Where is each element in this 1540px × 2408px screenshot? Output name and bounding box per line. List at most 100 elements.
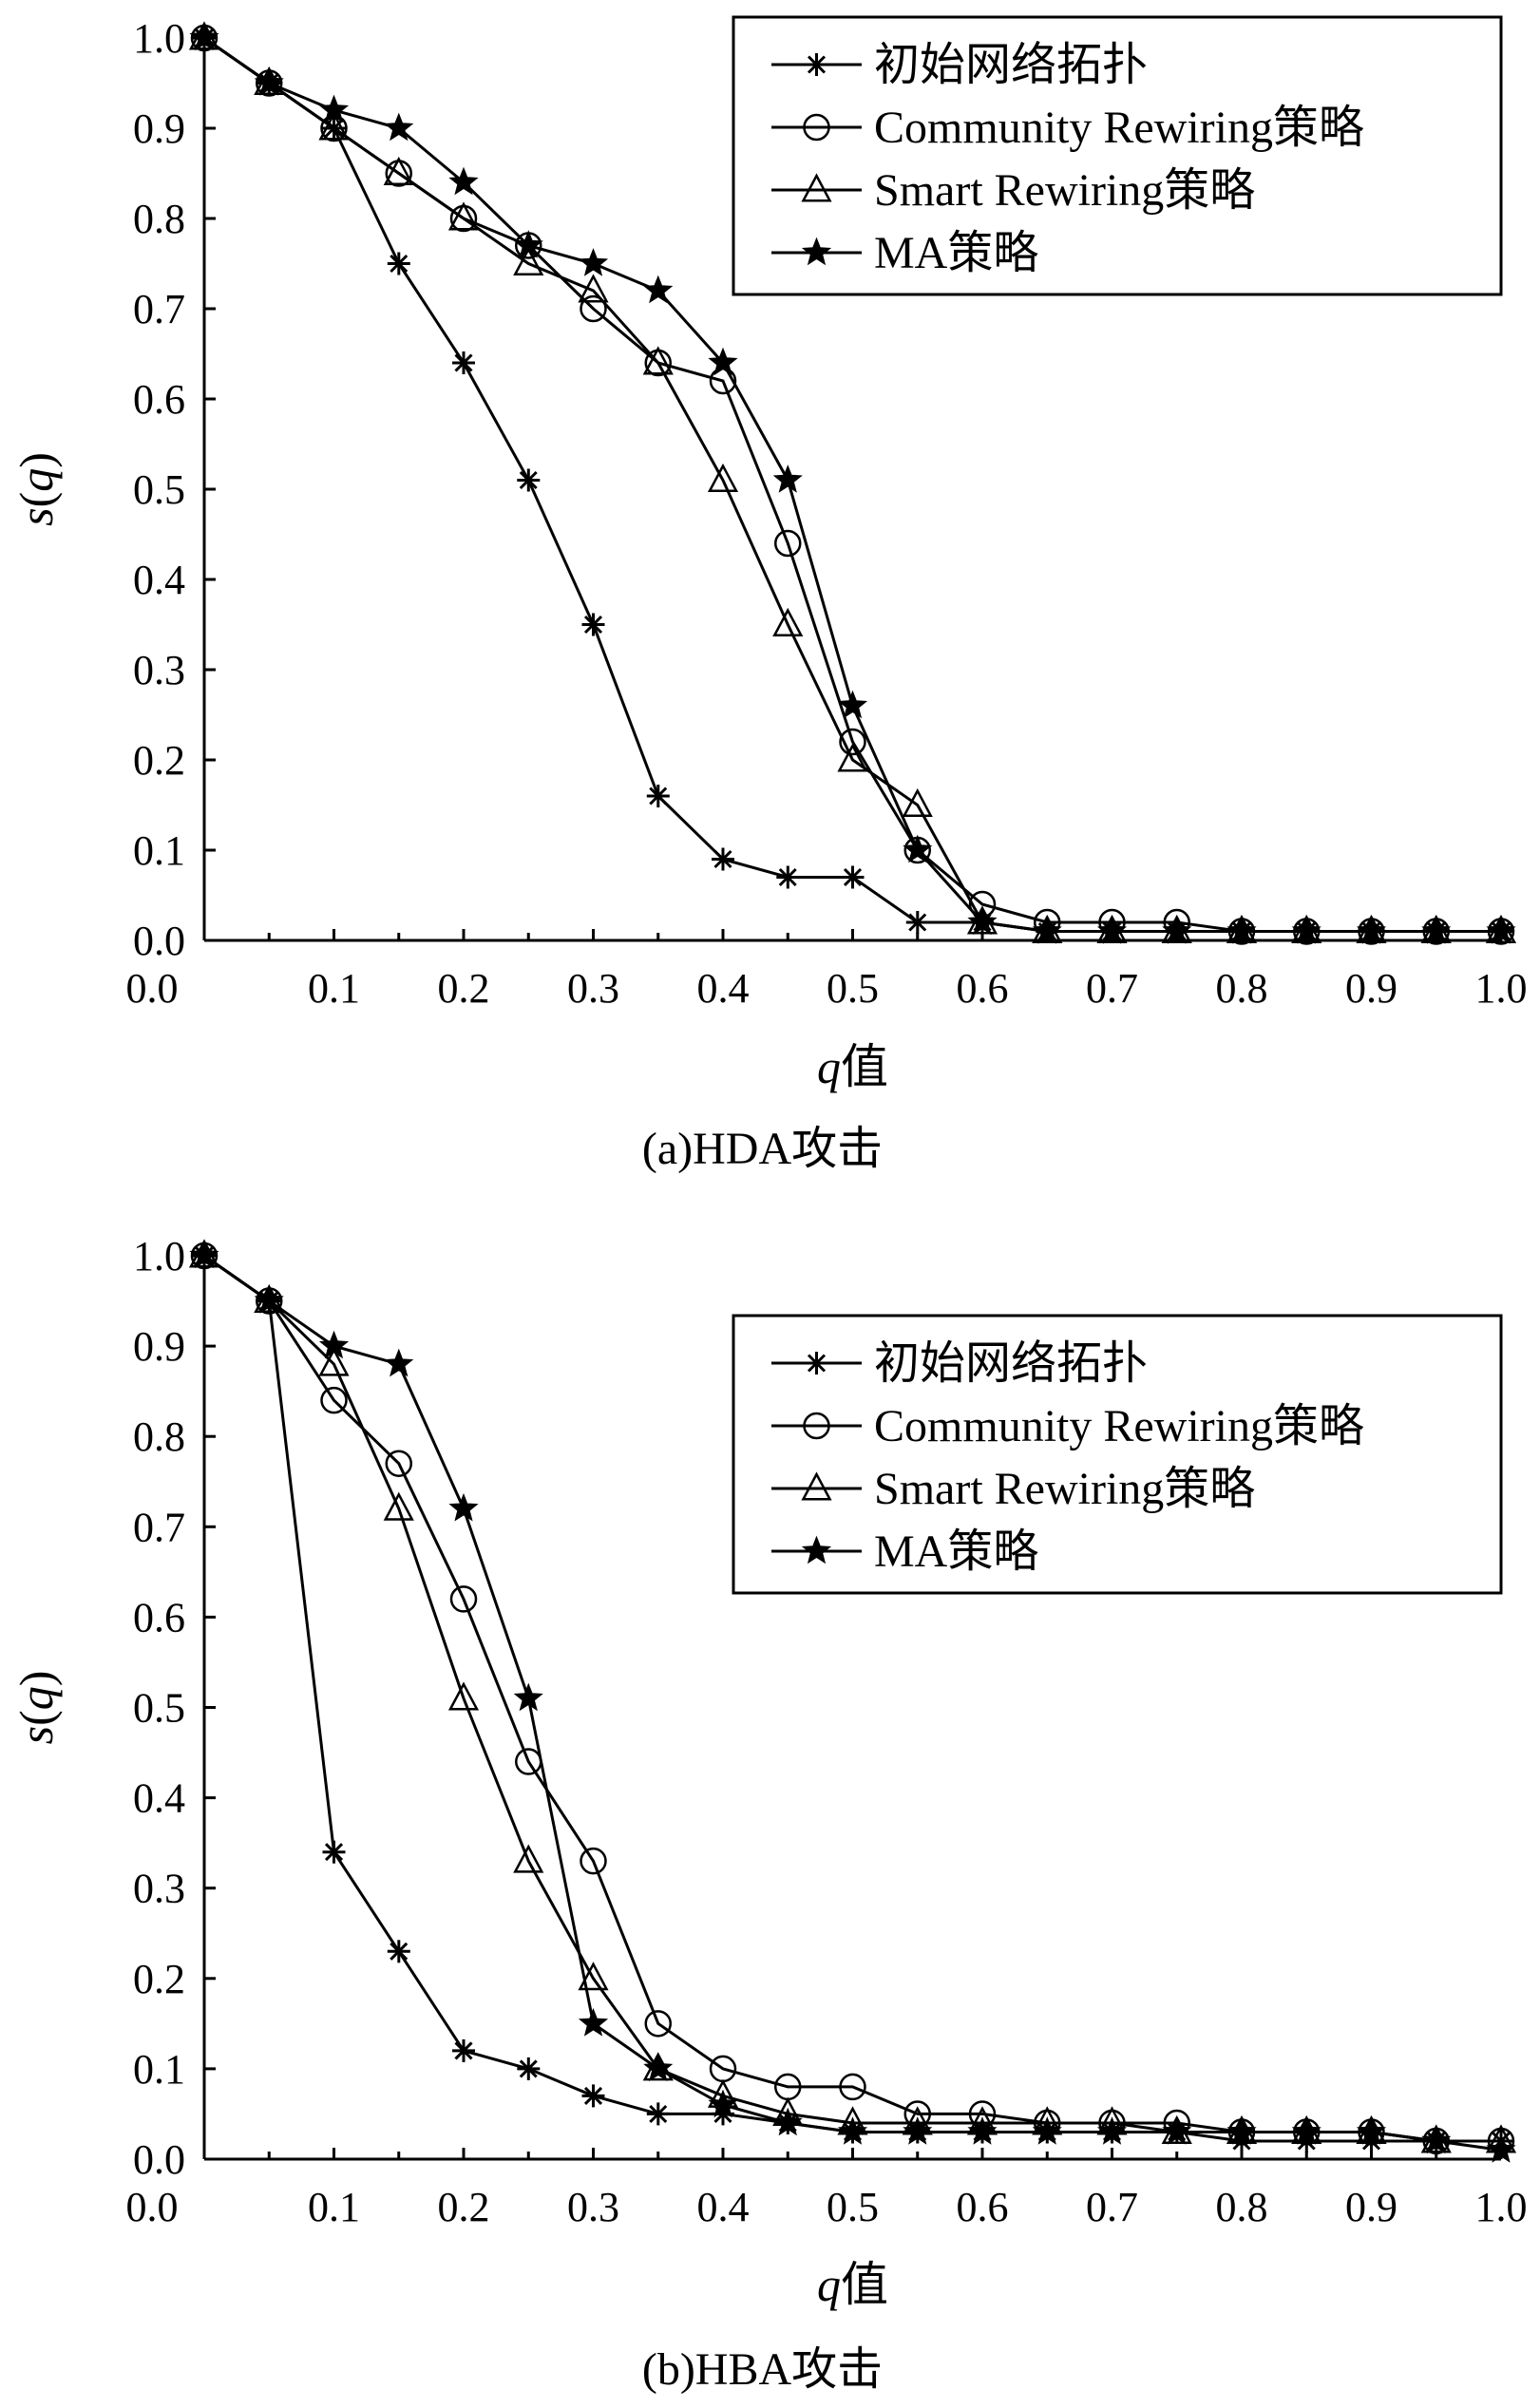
data-point-triangle bbox=[772, 607, 804, 636]
data-point-star bbox=[578, 2007, 609, 2037]
x-tick-label: 0.9 bbox=[1345, 965, 1397, 1012]
data-point-circle bbox=[839, 2073, 866, 2101]
y-tick-label: 0.1 bbox=[133, 2046, 185, 2093]
panel-caption: (a)HDA攻击 bbox=[642, 1124, 883, 1174]
data-point-star bbox=[1162, 2116, 1192, 2145]
data-point-star bbox=[708, 347, 738, 376]
y-tick-label: 0.5 bbox=[133, 1685, 185, 1732]
data-point-star bbox=[1421, 916, 1452, 944]
panel-caption: (b)HBA攻击 bbox=[642, 2344, 883, 2395]
x-tick-label: 0.6 bbox=[957, 965, 1009, 1012]
legend-label: Smart Rewiring策略 bbox=[874, 1464, 1255, 1514]
data-point-triangle bbox=[383, 1491, 414, 1521]
data-point-star bbox=[1486, 916, 1516, 944]
data-point-asterisk bbox=[646, 2102, 670, 2126]
data-point-star bbox=[1226, 2116, 1257, 2145]
data-point-asterisk bbox=[841, 865, 865, 889]
legend-marker-asterisk bbox=[805, 53, 828, 76]
data-point-star bbox=[254, 67, 284, 96]
data-point-asterisk bbox=[322, 1840, 346, 1864]
data-point-star bbox=[837, 2116, 868, 2145]
legend: 初始网络拓扑 Community Rewiring策略 Smart Rewiring… bbox=[732, 15, 1503, 296]
data-point-circle bbox=[580, 294, 607, 323]
y-axis-label: s(q) bbox=[10, 452, 63, 526]
x-tick-label: 0.4 bbox=[697, 2184, 750, 2230]
data-point-asterisk bbox=[452, 351, 475, 374]
x-tick-label: 0.9 bbox=[1345, 2184, 1397, 2230]
data-point-triangle bbox=[383, 156, 414, 185]
y-tick-label: 0.6 bbox=[133, 376, 185, 423]
data-point-star bbox=[1096, 2116, 1128, 2145]
data-point-star bbox=[578, 248, 609, 276]
y-tick-label: 0.1 bbox=[133, 827, 185, 874]
data-point-star bbox=[903, 834, 933, 863]
data-point-circle bbox=[774, 529, 802, 558]
y-tick-label: 0.8 bbox=[133, 196, 185, 242]
legend-label: MA策略 bbox=[874, 228, 1038, 278]
x-tick-label: 0.2 bbox=[438, 965, 490, 1012]
data-point-circle bbox=[839, 728, 866, 756]
data-point-star bbox=[1291, 916, 1321, 944]
legend-label: Community Rewiring策略 bbox=[874, 1401, 1364, 1451]
x-tick-label: 0.1 bbox=[308, 965, 360, 1012]
legend-marker-star bbox=[801, 1535, 832, 1564]
x-tick-label: 0.8 bbox=[1216, 965, 1268, 1012]
legend-marker-circle bbox=[803, 113, 830, 142]
x-tick-label: 0.5 bbox=[827, 2184, 879, 2230]
legend-label: 初始网络拓扑 bbox=[874, 1338, 1148, 1389]
legend-label: 初始网络拓扑 bbox=[874, 40, 1148, 90]
data-point-asterisk bbox=[387, 1940, 410, 1963]
data-point-star bbox=[448, 1492, 479, 1522]
data-point-star bbox=[1291, 2116, 1321, 2145]
y-tick-label: 0.9 bbox=[133, 1323, 185, 1370]
data-point-triangle bbox=[578, 274, 609, 303]
y-tick-label: 0.5 bbox=[133, 466, 185, 513]
x-tick-label: 0.7 bbox=[1086, 965, 1138, 1012]
data-point-asterisk bbox=[581, 613, 605, 636]
data-point-triangle bbox=[578, 1962, 609, 1991]
y-tick-label: 1.0 bbox=[133, 1233, 185, 1280]
y-tick-label: 0.3 bbox=[133, 1866, 185, 1912]
data-point-asterisk bbox=[387, 252, 410, 275]
data-point-asterisk bbox=[776, 865, 800, 889]
x-tick-label: 0.3 bbox=[567, 2184, 619, 2230]
data-point-circle bbox=[644, 2010, 672, 2038]
series-star bbox=[189, 22, 1516, 944]
data-point-star bbox=[708, 2089, 738, 2118]
data-point-circle bbox=[320, 1386, 348, 1414]
y-tick-label: 0.0 bbox=[133, 918, 185, 964]
data-point-asterisk bbox=[517, 2057, 541, 2080]
y-tick-label: 0.7 bbox=[133, 1504, 185, 1550]
data-point-star bbox=[1356, 2116, 1387, 2145]
data-point-star bbox=[1226, 916, 1257, 944]
legend-label: Smart Rewiring策略 bbox=[874, 165, 1255, 216]
data-point-star bbox=[1162, 916, 1192, 944]
data-point-circle bbox=[385, 1450, 412, 1477]
y-tick-label: 0.7 bbox=[133, 286, 185, 332]
data-point-asterisk bbox=[581, 2084, 605, 2108]
data-point-star bbox=[1356, 916, 1387, 944]
y-tick-label: 0.3 bbox=[133, 647, 185, 693]
data-point-star bbox=[643, 2053, 674, 2082]
data-point-star bbox=[967, 906, 998, 936]
series-star bbox=[189, 1240, 1516, 2163]
data-point-star bbox=[643, 275, 674, 304]
legend-label: MA策略 bbox=[874, 1526, 1038, 1577]
y-tick-label: 0.0 bbox=[133, 2136, 185, 2183]
y-tick-label: 0.2 bbox=[133, 737, 185, 784]
data-point-triangle bbox=[318, 1347, 350, 1376]
data-point-star bbox=[254, 1285, 284, 1314]
x-tick-label: 0.6 bbox=[957, 2184, 1009, 2230]
x-tick-label: 0.0 bbox=[126, 965, 179, 1012]
panel-hda: 0.0 0.1 0.2 0.3 0.4 0.5 0.6 0.7 0.8 0.9 1.0 0.0 0.1 0… bbox=[10, 15, 1528, 1174]
y-tick-label: 1.0 bbox=[133, 15, 185, 62]
data-point-triangle bbox=[513, 1844, 544, 1873]
data-point-asterisk bbox=[517, 468, 541, 492]
legend-marker-triangle bbox=[801, 1471, 832, 1501]
data-point-triangle bbox=[642, 346, 674, 375]
data-point-triangle bbox=[447, 1681, 480, 1711]
data-point-triangle bbox=[513, 246, 544, 275]
data-point-triangle bbox=[318, 111, 350, 141]
data-point-star bbox=[772, 2107, 803, 2136]
x-tick-label: 0.2 bbox=[438, 2184, 490, 2230]
